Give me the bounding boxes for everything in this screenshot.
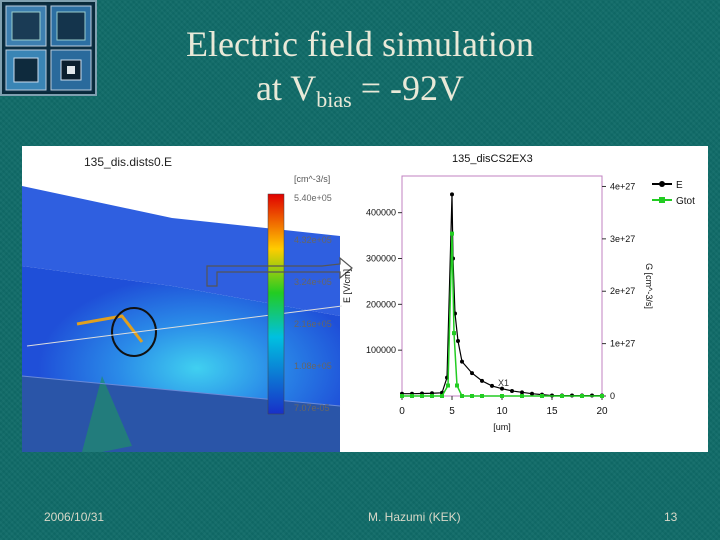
right-panel-title: 135_disCS2EX3 xyxy=(452,153,533,165)
kek-logo-image xyxy=(0,0,97,96)
data-point-gtot xyxy=(420,394,424,398)
data-point-gtot xyxy=(600,394,604,398)
data-point-gtot xyxy=(580,394,584,398)
x-tick-label: 0 xyxy=(399,406,405,417)
y-right-tick-label: 3e+27 xyxy=(610,234,635,244)
colorbar-tick-label: 1.08e+05 xyxy=(294,361,332,371)
data-point-e xyxy=(456,339,460,343)
data-point-e xyxy=(450,192,454,197)
data-point-gtot xyxy=(446,383,450,388)
legend-label-e: E xyxy=(676,180,683,191)
footer-date: 2006/10/31 xyxy=(44,510,105,524)
series-line-e xyxy=(402,194,602,397)
data-point-gtot xyxy=(452,331,456,336)
left-panel-title: 135_dis.dists0.E xyxy=(84,155,172,169)
footer-author: M. Hazumi (KEK) xyxy=(368,510,461,524)
field-3d-render: 135_dis.dists0.E xyxy=(22,146,343,452)
y-left-tick-label: 300000 xyxy=(366,254,396,264)
colorbar-tick-label: 4.32e+05 xyxy=(294,235,332,245)
data-point-e xyxy=(460,359,464,364)
y-right-tick-label: 1e+27 xyxy=(610,339,635,349)
data-point-gtot xyxy=(430,394,434,398)
series-line-gtot xyxy=(402,233,602,397)
data-point-e xyxy=(520,390,524,395)
data-point-gtot xyxy=(455,383,459,388)
data-point-gtot xyxy=(460,394,464,398)
footer-page-number: 13 xyxy=(664,510,678,524)
legend-marker-gtot xyxy=(659,197,665,203)
y-right-tick-label: 0 xyxy=(610,391,615,401)
legend-marker-e xyxy=(659,181,665,187)
title-subscript: bias xyxy=(316,87,352,112)
data-point-e xyxy=(480,378,484,383)
colorbar-unit: [cm^-3/s] xyxy=(294,174,330,184)
data-point-gtot xyxy=(440,394,444,398)
data-point-gtot xyxy=(560,394,564,398)
y-left-tick-label: 200000 xyxy=(366,299,396,309)
x-tick-label: 15 xyxy=(546,406,558,417)
simulation-figure: 135_dis.dists0.E [cm^-3/s] 5.40e+05 4.32e… xyxy=(22,146,708,452)
colorbar: [cm^-3/s] 5.40e+05 4.32e+05 3.24e+05 2.16e+… xyxy=(267,174,332,415)
data-point-gtot xyxy=(520,394,524,398)
data-point-gtot xyxy=(410,394,414,398)
title-line-2: at Vbias = -92V xyxy=(120,66,600,115)
data-point-gtot xyxy=(450,231,454,236)
data-point-gtot xyxy=(400,394,404,398)
data-point-gtot xyxy=(500,394,504,398)
y-left-tick-label: 100000 xyxy=(366,345,396,355)
data-point-e xyxy=(530,391,534,396)
data-point-e xyxy=(510,388,514,393)
colorbar-tick-label: 3.24e+05 xyxy=(294,277,332,287)
data-point-e xyxy=(490,383,494,388)
colorbar-tick-label: 7.07e-05 xyxy=(294,403,330,413)
title-line-2-suffix: = -92V xyxy=(351,68,465,108)
title-line-1: Electric field simulation xyxy=(186,24,534,64)
arrow-connector xyxy=(206,256,353,287)
legend-label-gtot: Gtot xyxy=(676,196,695,207)
y-left-tick-label: 400000 xyxy=(366,208,396,218)
slide-title: Electric field simulation at Vbias = -92… xyxy=(120,22,600,115)
plot-frame xyxy=(401,175,603,397)
efield-chart: 0 5 10 15 20 [um] 100000 200000 300000 400000 E [V… xyxy=(342,175,695,432)
y-right-axis-label: G [cm^-3/s] xyxy=(644,263,654,309)
title-line-2-prefix: at V xyxy=(255,68,317,108)
x-axis-label: [um] xyxy=(493,422,511,432)
x-tick-label: 5 xyxy=(449,406,455,417)
data-point-gtot xyxy=(480,394,484,398)
y-right-tick-label: 4e+27 xyxy=(610,181,635,191)
data-point-gtot xyxy=(540,394,544,398)
data-point-e xyxy=(470,371,474,376)
x-tick-label: 10 xyxy=(496,406,508,417)
data-point-e xyxy=(500,386,504,391)
data-point-gtot xyxy=(470,394,474,398)
y-right-tick-label: 2e+27 xyxy=(610,286,635,296)
marker-label: X1 xyxy=(498,378,509,388)
colorbar-tick-label: 5.40e+05 xyxy=(294,193,332,203)
simulation-figure-svg: 135_dis.dists0.E [cm^-3/s] 5.40e+05 4.32e… xyxy=(22,146,695,452)
y-left-axis-label: E [V/cm] xyxy=(342,269,352,303)
colorbar-tick-label: 2.16e+05 xyxy=(294,319,332,329)
x-tick-label: 20 xyxy=(596,406,608,417)
